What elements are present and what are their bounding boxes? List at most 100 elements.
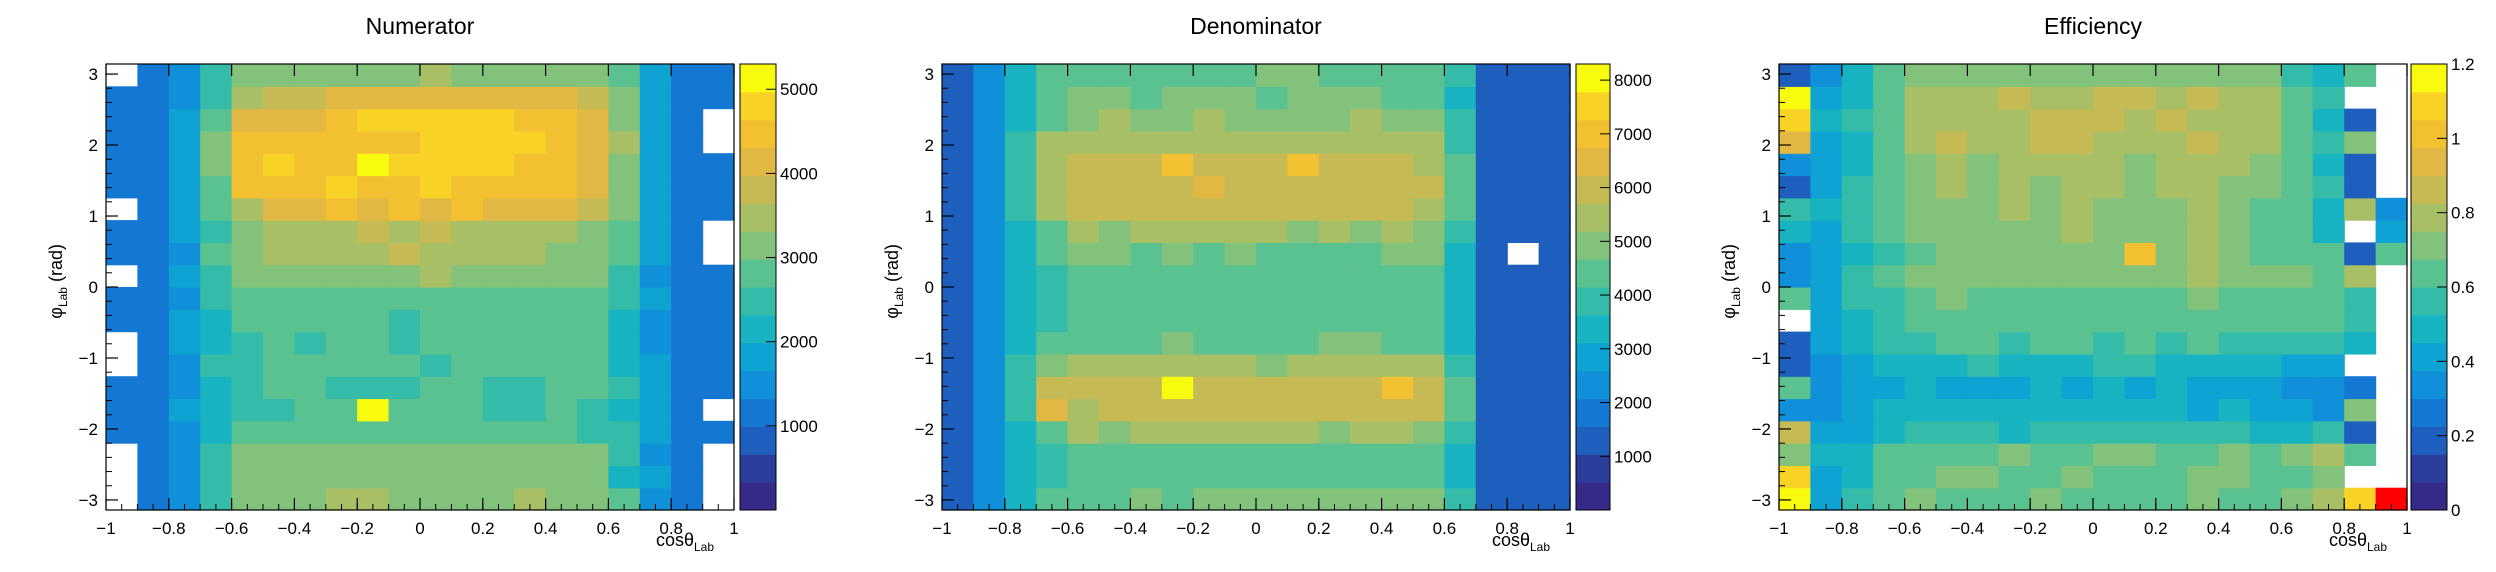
heatmap-cell (325, 242, 358, 266)
heatmap-cell (1444, 420, 1477, 444)
heatmap-cell (639, 220, 672, 243)
heatmap-cell (639, 153, 672, 177)
heatmap-cell (420, 130, 452, 154)
heatmap-cell (1967, 487, 2000, 511)
heatmap-cell (1841, 287, 1874, 310)
heatmap-cell (168, 287, 201, 310)
heatmap-cell (1381, 242, 1414, 266)
heatmap-cell (1287, 443, 1320, 466)
heatmap-cell (1350, 398, 1383, 422)
heatmap-cell (294, 465, 327, 489)
heatmap-cell (420, 353, 452, 377)
heatmap-cell (639, 108, 672, 132)
heatmap-cell (1413, 331, 1445, 355)
heatmap-cell (1381, 331, 1414, 355)
heatmap-cell (1161, 220, 1194, 243)
heatmap-cell (451, 420, 484, 444)
heatmap-cell (671, 64, 704, 87)
heatmap-cell (1810, 309, 1843, 333)
heatmap-cell (577, 130, 609, 154)
heatmap-cell (168, 376, 201, 400)
heatmap-cell (1841, 220, 1874, 243)
heatmap-cell (2093, 197, 2125, 221)
heatmap-cell (1841, 398, 1874, 422)
y-axis-label: φLab (rad) (1719, 244, 1743, 319)
heatmap-cell (1004, 331, 1037, 355)
heatmap-cell (420, 487, 452, 511)
heatmap-cell (1779, 287, 1811, 310)
heatmap-cell (1507, 197, 1540, 221)
heatmap-cell (2312, 153, 2345, 177)
heatmap-cell (231, 64, 264, 87)
heatmap-cell (2093, 420, 2125, 444)
color-scale-swatch (2411, 64, 2447, 93)
heatmap-cell (1099, 465, 1131, 489)
heatmap-cell (514, 108, 547, 132)
heatmap-cell (2187, 64, 2220, 87)
heatmap-cell (2124, 465, 2157, 489)
heatmap-cell (263, 64, 295, 87)
heatmap-cell (231, 420, 264, 444)
heatmap-cell (451, 353, 484, 377)
heatmap-cell (168, 197, 201, 221)
heatmap-cell (2030, 220, 2063, 243)
heatmap-cell (2155, 309, 2188, 333)
heatmap-cell (1130, 487, 1163, 511)
heatmap-cell (1413, 220, 1445, 243)
heatmap-cell (1841, 197, 1874, 221)
heatmap-cell (1904, 264, 1937, 288)
heatmap-cell (2218, 130, 2251, 154)
heatmap-cell (1873, 264, 1906, 288)
heatmap-cell (1538, 287, 1571, 310)
heatmap-cell (357, 420, 390, 444)
heatmap-cell (1904, 353, 1937, 377)
heatmap-cell (2187, 487, 2220, 511)
heatmap-cell (1873, 242, 1906, 266)
heatmap-cell (2124, 376, 2157, 400)
heatmap-cell (231, 86, 264, 110)
heatmap-cell (1381, 64, 1414, 87)
heatmap-cell (263, 220, 295, 243)
heatmap-cell (1256, 197, 1288, 221)
heatmap-cell (1287, 487, 1320, 511)
heatmap-cell (1099, 242, 1131, 266)
heatmap-cell (2124, 108, 2157, 132)
heatmap-cell (1904, 309, 1937, 333)
heatmap-cell (1967, 220, 2000, 243)
heatmap-cell (1193, 331, 1226, 355)
y-tick-label: 2 (1762, 136, 1771, 155)
heatmap-cell (1067, 86, 1100, 110)
heatmap-cell (1287, 220, 1320, 243)
heatmap-cell (1507, 153, 1540, 177)
heatmap-cell (1161, 175, 1194, 199)
heatmap-cell (1998, 197, 2031, 221)
heatmap-cell (1193, 264, 1226, 288)
heatmap-cell (1475, 309, 1508, 333)
heatmap-cell (2061, 242, 2094, 266)
heatmap-cell (357, 242, 390, 266)
heatmap-cell (1099, 287, 1131, 310)
heatmap-cell (2155, 331, 2188, 355)
color-scale-bar: 0 0.2 0.4 0.6 0.8 1 1.2 (2410, 55, 2475, 520)
heatmap-cell (2155, 175, 2188, 199)
heatmap-cell (168, 264, 201, 288)
heatmap-cell (357, 64, 390, 87)
heatmap-cell (702, 287, 735, 310)
x-tick-label: −1 (1769, 519, 1788, 538)
heatmap-cell (1381, 398, 1414, 422)
heatmap-cell (1036, 64, 1069, 87)
heatmap-cell (2344, 264, 2377, 288)
heatmap-cell (1507, 443, 1540, 466)
heatmap-cell (137, 197, 170, 221)
heatmap-cell (1873, 331, 1906, 355)
heatmap-cell (577, 264, 609, 288)
heatmap-cell (1224, 331, 1257, 355)
heatmap-cell (942, 197, 974, 221)
y-tick-label: −1 (1752, 349, 1771, 368)
heatmap-cell (1475, 264, 1508, 288)
heatmap-cell (420, 443, 452, 466)
heatmap-cell (545, 487, 578, 511)
heatmap-cell (608, 264, 641, 288)
heatmap-cell (545, 353, 578, 377)
heatmap-cell (1256, 153, 1288, 177)
